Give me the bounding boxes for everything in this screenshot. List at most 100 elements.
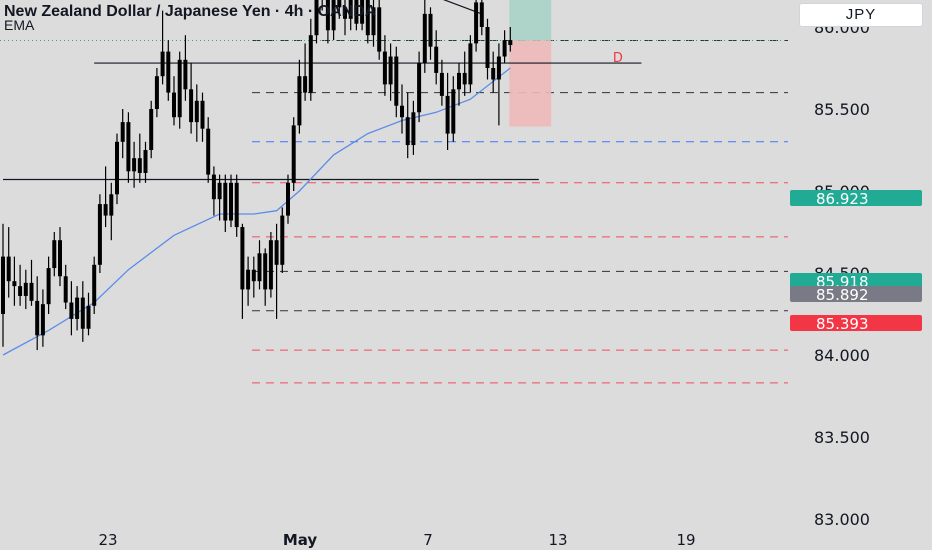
- candle-body-8: [46, 268, 51, 305]
- date-tick-2: 7: [423, 531, 433, 549]
- take-profit-zone: [509, 0, 552, 41]
- trendline-0: [442, 0, 483, 15]
- candle-body-51: [291, 125, 296, 183]
- candle-body-69: [394, 56, 399, 106]
- candle-body-30: [172, 92, 176, 118]
- price-tick-1: 83.500: [814, 428, 870, 447]
- candle-body-88: [502, 40, 507, 57]
- candle-body-43: [246, 269, 251, 290]
- candle-body-41: [234, 182, 239, 228]
- candle-body-67: [382, 51, 387, 85]
- candle-body-77: [439, 72, 444, 96]
- candle-body-46: [263, 253, 268, 290]
- candle-body-2: [12, 281, 17, 287]
- chart-title: New Zealand Dollar / Japanese Yen · 4h ·…: [4, 3, 377, 20]
- candle-body-12: [69, 302, 74, 319]
- candle-body-62: [354, 0, 359, 24]
- candle-body-89: [508, 40, 513, 46]
- candle-body-47: [268, 240, 273, 290]
- candle-body-84: [479, 2, 484, 28]
- price-tick-2: 84.000: [814, 346, 870, 365]
- candle-body-76: [434, 46, 439, 73]
- candle-body-19: [109, 194, 114, 216]
- candle-body-58: [331, 0, 336, 31]
- candle-body-38: [217, 182, 222, 200]
- price-tag-bg-3: [790, 315, 922, 331]
- candle-body-78: [445, 95, 450, 134]
- candle-body-83: [474, 2, 479, 44]
- candle-body-42: [240, 227, 245, 290]
- candle-body-14: [80, 297, 85, 329]
- candle-body-63: [360, 0, 365, 24]
- price-tag-text-3: 85.393: [816, 315, 869, 333]
- annotations: D: [613, 51, 623, 66]
- price-tag-text-2: 85.892: [816, 286, 869, 304]
- candle-body-13: [75, 297, 80, 319]
- candle-body-26: [149, 109, 154, 150]
- stop-loss-zone: [509, 40, 552, 127]
- candle-body-45: [257, 253, 262, 282]
- candle-body-34: [194, 100, 199, 123]
- candle-body-32: [183, 59, 188, 90]
- candle-body-66: [377, 7, 382, 52]
- candle-body-11: [63, 276, 68, 303]
- candle-body-57: [325, 0, 330, 31]
- candle-body-85: [485, 27, 490, 68]
- candle-body-75: [428, 13, 433, 47]
- candle-body-10: [58, 240, 62, 277]
- price-tick-5: 85.500: [814, 100, 870, 119]
- candle-body-70: [400, 105, 404, 118]
- candle-body-24: [137, 158, 142, 173]
- candle-body-71: [405, 117, 410, 146]
- candle-body-68: [388, 56, 393, 85]
- candle-body-49: [280, 215, 285, 265]
- candle-body-53: [303, 76, 308, 93]
- price-tag-text-0: 86.923: [816, 190, 869, 208]
- price-tag-bg-0: [790, 190, 922, 206]
- date-tick-4: 19: [676, 531, 695, 549]
- time-axis[interactable]: 23 May 7 13 19: [98, 531, 695, 549]
- candle-body-52: [297, 76, 302, 126]
- candle-body-48: [274, 240, 279, 265]
- candle-body-9: [52, 240, 57, 269]
- candle-body-28: [160, 51, 165, 77]
- candle-body-18: [103, 204, 108, 216]
- candle-body-37: [211, 174, 216, 200]
- candle-body-27: [154, 76, 159, 109]
- candle-body-61: [348, 0, 353, 19]
- ema-line: [2, 67, 511, 356]
- candle-body-35: [200, 100, 205, 129]
- candle-body-50: [286, 182, 290, 216]
- candle-body-22: [126, 122, 131, 172]
- candle-body-74: [422, 13, 427, 64]
- price-tick-0: 83.000: [814, 510, 870, 529]
- candle-body-5: [29, 282, 34, 301]
- currency-button[interactable]: JPY: [799, 3, 923, 27]
- annotation-text-0: D: [613, 51, 623, 66]
- candle-body-39: [223, 182, 228, 221]
- candle-body-64: [365, 0, 370, 36]
- candle-body-23: [132, 158, 137, 172]
- candle-body-4: [23, 282, 28, 296]
- candle-body-79: [451, 89, 456, 134]
- date-tick-1: May: [283, 531, 318, 549]
- candle-body-7: [40, 304, 45, 336]
- candle-body-25: [143, 150, 148, 173]
- candle-body-20: [115, 141, 119, 195]
- candle-body-31: [177, 59, 182, 118]
- date-tick-0: 23: [98, 531, 117, 549]
- candle-body-16: [92, 264, 97, 306]
- candle-body-0: [1, 256, 5, 314]
- candle-body-73: [417, 63, 422, 113]
- ema-indicator-label[interactable]: EMA: [4, 17, 35, 33]
- candle-body-86: [491, 68, 496, 80]
- candle-body-44: [251, 269, 256, 282]
- candle-body-21: [120, 122, 125, 142]
- candle-body-29: [166, 51, 171, 93]
- candle-body-33: [189, 89, 194, 123]
- candle-body-36: [206, 128, 211, 175]
- candle-body-54: [308, 35, 313, 93]
- price-tag-bg-2: [790, 286, 922, 302]
